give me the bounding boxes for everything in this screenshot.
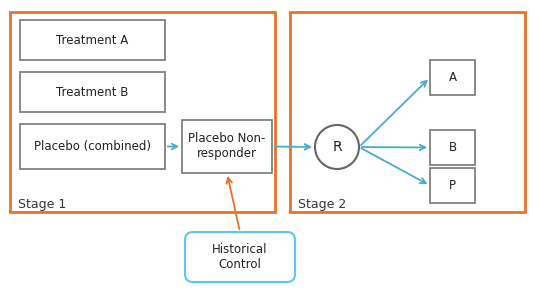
Text: Treatment A: Treatment A [56,33,129,47]
Text: Placebo (combined): Placebo (combined) [34,140,151,153]
Text: P: P [449,179,456,192]
Bar [290,12,525,212]
Text: A: A [448,71,457,84]
Text: Treatment B: Treatment B [56,86,129,98]
Bar [430,168,475,203]
Bar [20,124,165,169]
Bar [20,72,165,112]
FancyBboxPatch shape [185,232,295,282]
Text: B: B [448,141,457,154]
Bar [10,12,275,212]
Text: Stage 2: Stage 2 [298,198,346,211]
Text: Stage 1: Stage 1 [18,198,66,211]
Bar [20,20,165,60]
Text: Placebo Non-
responder: Placebo Non- responder [188,132,266,161]
Bar [182,120,272,173]
Text: R: R [332,140,342,154]
Bar [430,60,475,95]
Circle shape [315,125,359,169]
Bar [430,130,475,165]
Text: Historical
Control: Historical Control [212,243,268,271]
